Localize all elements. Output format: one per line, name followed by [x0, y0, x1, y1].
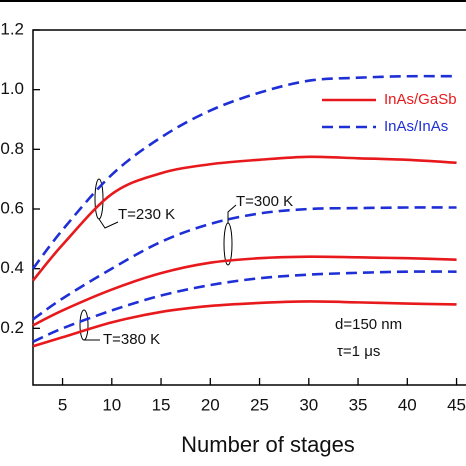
y-tick-label: 0.2	[0, 318, 24, 337]
series-line	[32, 255, 457, 327]
annotation: d=150 nm	[335, 316, 402, 333]
pointers	[79, 178, 237, 341]
x-tick-label: 20	[201, 395, 220, 414]
x-axis-label: Number of stages	[181, 432, 355, 457]
x-tick-label: 30	[299, 395, 318, 414]
x-tick-label: 25	[250, 395, 269, 414]
x-tick-label: 40	[398, 395, 417, 414]
x-tick-label: 45	[447, 395, 466, 414]
y-tick-label: 0.4	[0, 258, 24, 277]
y-tick-label: 0.8	[0, 139, 24, 158]
annotation: T=380 K	[103, 331, 160, 348]
annotation: τ=1 μs	[337, 343, 380, 360]
annotation: T=300 K	[236, 193, 293, 210]
series-line	[32, 270, 457, 343]
x-tick-label: 15	[152, 395, 171, 414]
x-tick-label: 10	[102, 395, 121, 414]
series-line	[31, 74, 457, 270]
series-line	[32, 300, 457, 348]
legend-label: InAs/GaSb	[384, 91, 457, 108]
series-line	[32, 206, 457, 321]
x-tick-label: 35	[349, 395, 368, 414]
annotation: T=230 K	[118, 206, 175, 223]
plot-frame	[32, 29, 466, 386]
y-tick-label: 1.2	[0, 19, 24, 38]
series-line	[31, 155, 457, 282]
legend-label: InAs/InAs	[384, 118, 448, 135]
y-tick-label: 1.0	[0, 79, 24, 98]
x-tick-label: 5	[58, 395, 67, 414]
y-tick-label: 0.6	[0, 198, 24, 217]
